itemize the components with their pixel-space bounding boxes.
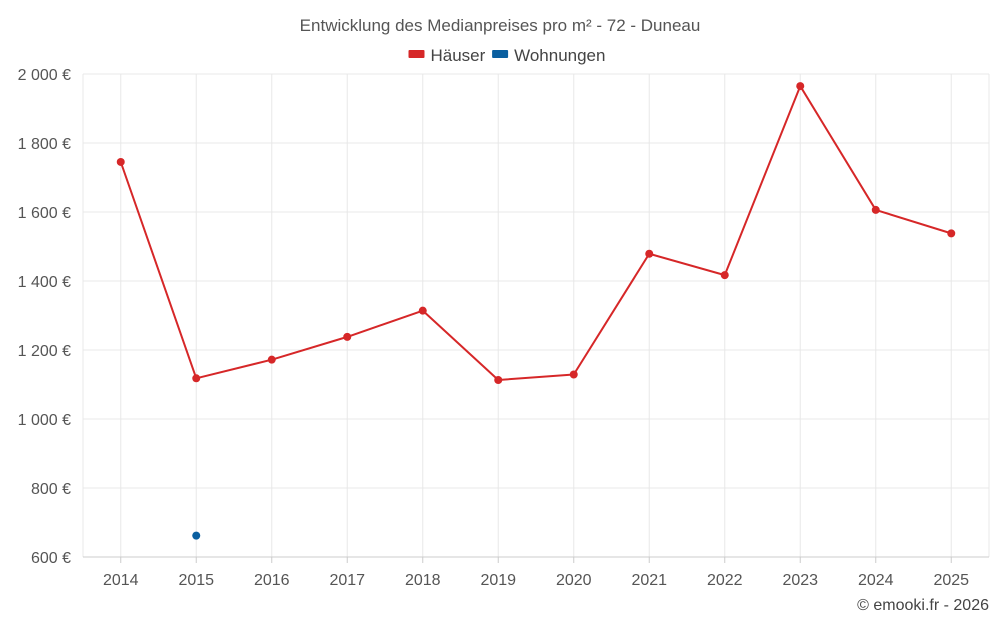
legend-swatch bbox=[492, 50, 509, 58]
series-layer bbox=[116, 82, 956, 540]
y-tick-label: 600 € bbox=[31, 550, 71, 567]
chart-title: Entwicklung des Medianpreises pro m² - 7… bbox=[300, 16, 701, 35]
x-tick-label: 2022 bbox=[707, 572, 743, 589]
data-point[interactable] bbox=[645, 249, 654, 258]
x-tick-label: 2025 bbox=[933, 572, 969, 589]
x-tick-label: 2021 bbox=[631, 572, 667, 589]
x-tick-label: 2016 bbox=[254, 572, 290, 589]
data-point[interactable] bbox=[796, 82, 805, 91]
data-point[interactable] bbox=[267, 355, 276, 364]
data-point[interactable] bbox=[947, 229, 956, 238]
y-tick-label: 1 800 € bbox=[18, 136, 71, 153]
y-tick-label: 800 € bbox=[31, 481, 71, 498]
y-tick-label: 1 600 € bbox=[18, 205, 71, 222]
data-point[interactable] bbox=[720, 271, 729, 280]
x-tick-label: 2019 bbox=[480, 572, 516, 589]
x-tick-label: 2014 bbox=[103, 572, 139, 589]
data-point[interactable] bbox=[494, 376, 503, 385]
series-line bbox=[119, 85, 952, 382]
x-tick-label: 2015 bbox=[178, 572, 214, 589]
data-point[interactable] bbox=[418, 306, 427, 315]
legend-item[interactable]: Häuser bbox=[408, 46, 486, 65]
chart-legend: Häuser Wohnungen bbox=[408, 46, 605, 65]
credit-text: © emooki.fr - 2026 bbox=[857, 597, 989, 614]
data-point[interactable] bbox=[343, 332, 352, 341]
data-point[interactable] bbox=[569, 370, 578, 379]
x-tick-label: 2020 bbox=[556, 572, 592, 589]
y-axis: 600 € 800 € 1 000 € 1 200 € 1 400 € 1 600 € 1 … bbox=[18, 67, 71, 567]
data-point[interactable] bbox=[192, 531, 201, 540]
x-tick-label: 2023 bbox=[782, 572, 818, 589]
y-tick-label: 2 000 € bbox=[18, 67, 71, 84]
series-Wohnungen bbox=[192, 531, 201, 540]
x-tick-label: 2018 bbox=[405, 572, 441, 589]
y-tick-label: 1 200 € bbox=[18, 343, 71, 360]
y-tick-label: 1 000 € bbox=[18, 412, 71, 429]
x-axis: 2014 2015 2016 2017 2018 2019 2020 2021 2022 2023… bbox=[83, 556, 989, 589]
y-tick-label: 1 400 € bbox=[18, 274, 71, 291]
legend-label: Häuser bbox=[431, 46, 486, 65]
data-point[interactable] bbox=[192, 374, 201, 383]
grid-lines bbox=[82, 73, 990, 557]
legend-item[interactable]: Wohnungen bbox=[492, 46, 605, 65]
series-Häuser bbox=[116, 82, 956, 385]
x-tick-label: 2024 bbox=[858, 572, 894, 589]
legend-swatch bbox=[408, 50, 425, 58]
data-point[interactable] bbox=[116, 157, 125, 166]
legend-label: Wohnungen bbox=[514, 46, 605, 65]
x-tick-label: 2017 bbox=[329, 572, 365, 589]
data-point[interactable] bbox=[871, 205, 880, 214]
